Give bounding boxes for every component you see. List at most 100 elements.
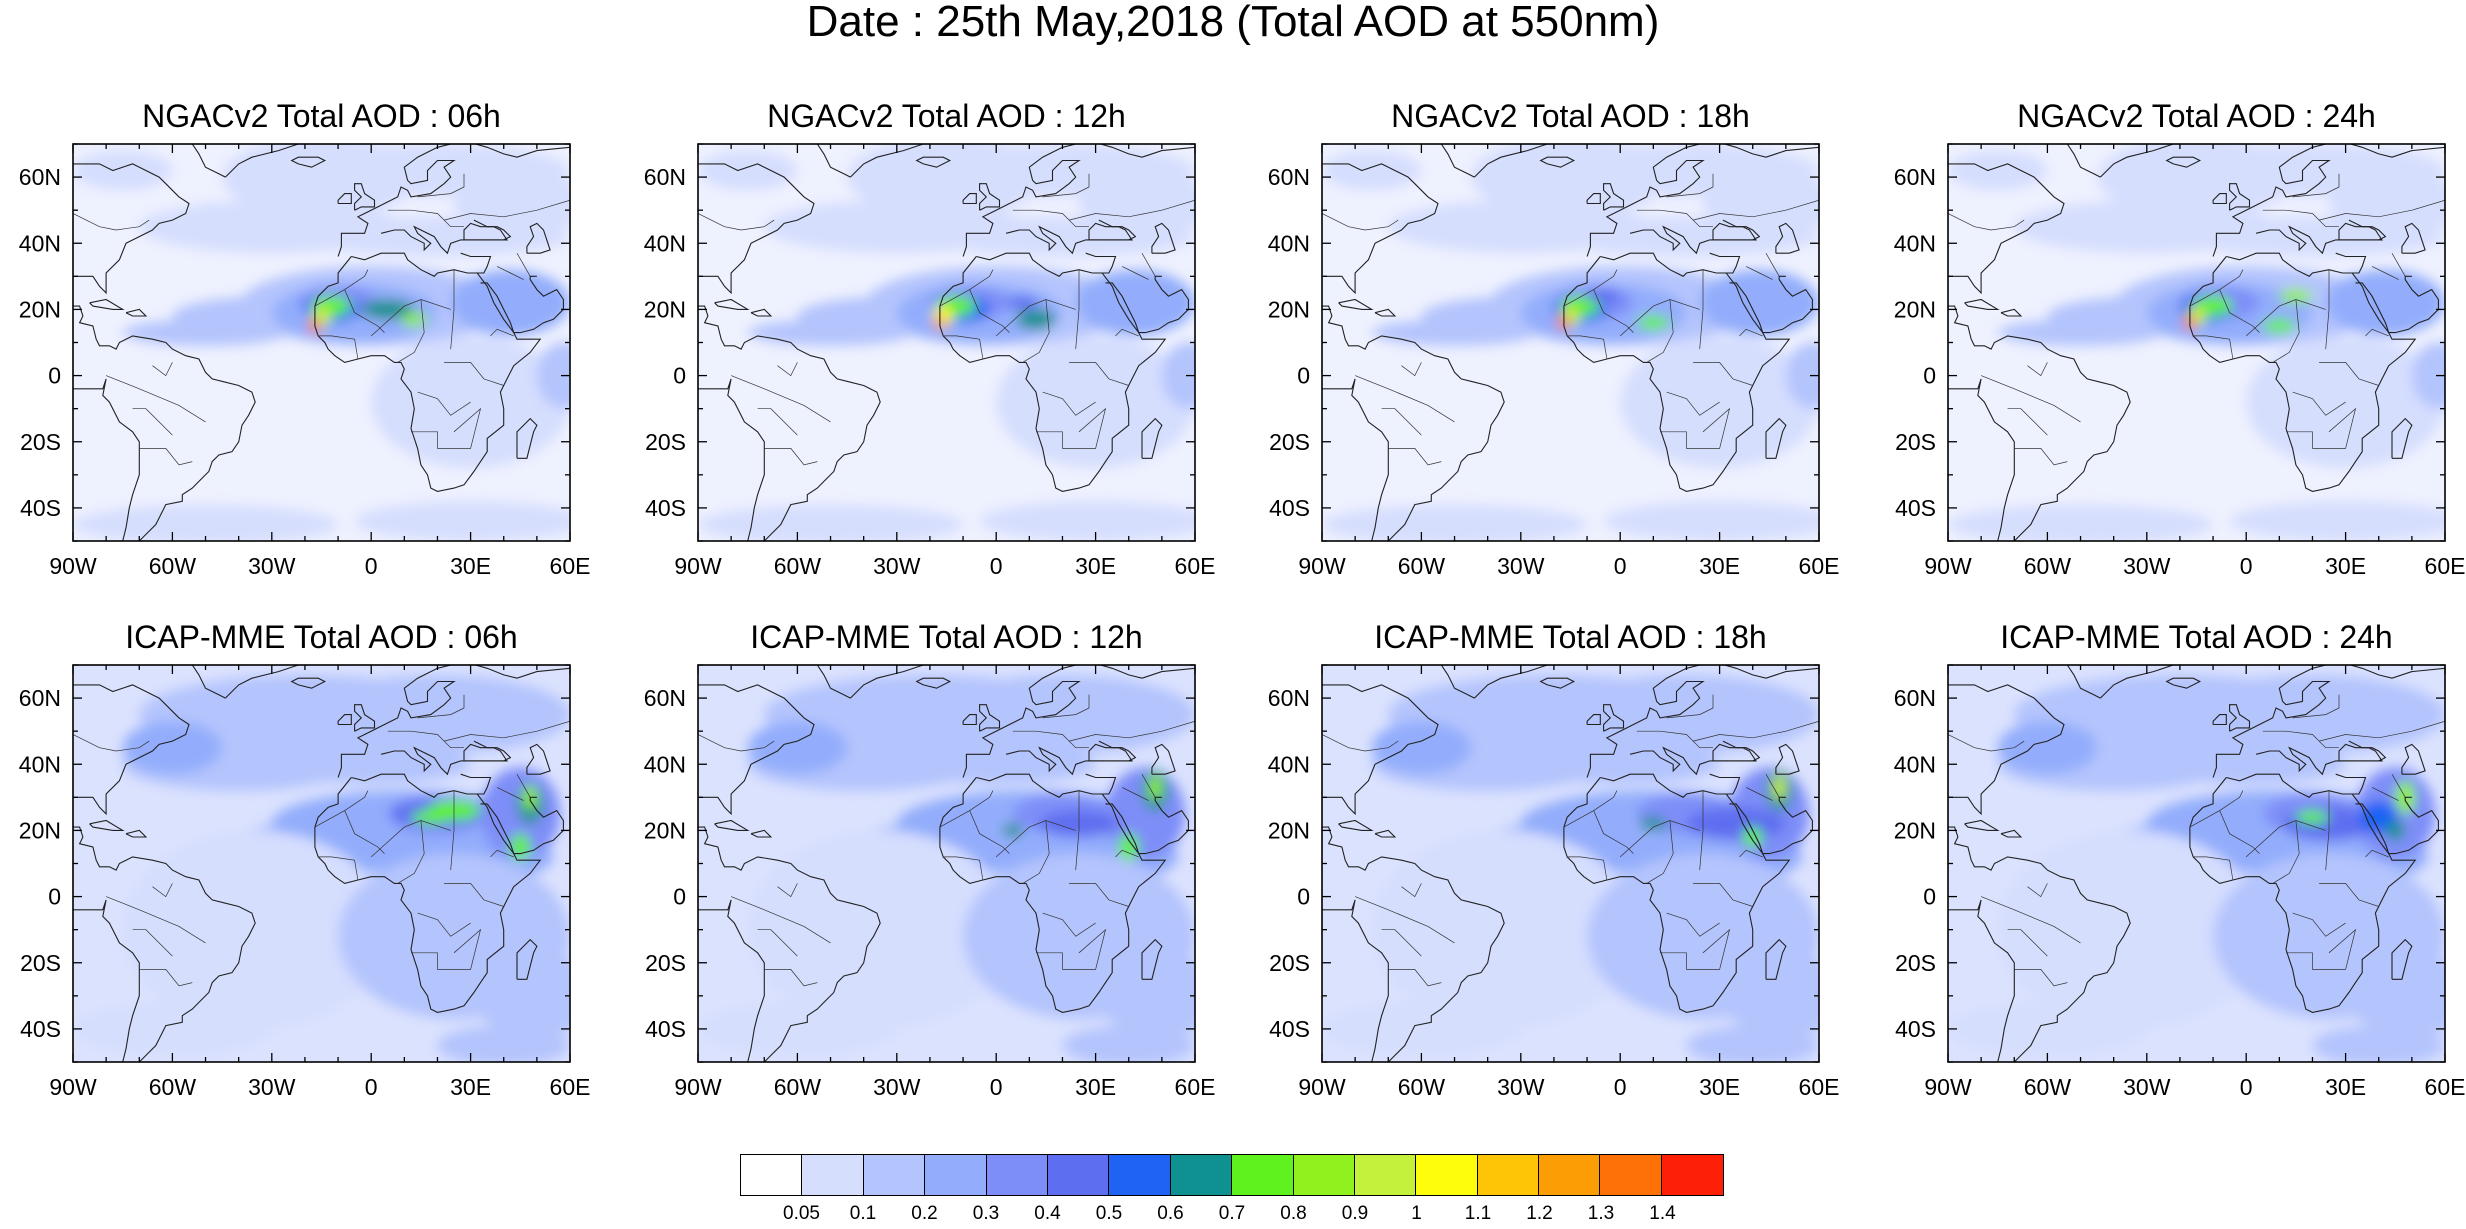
- lat-tick-label: 0: [1297, 363, 1310, 389]
- lat-tick-label: 20S: [1269, 429, 1310, 455]
- map-panel: 60N 40N 20N 0 20S 40S 90W 60W 30W 0 30E 60E ICAP-MME…: [1894, 619, 2466, 1100]
- lat-tick-label: 20S: [645, 950, 686, 976]
- lat-tick-label: 40N: [1268, 751, 1310, 777]
- lat-tick-label: 40N: [19, 230, 61, 256]
- lat-tick-label: 20N: [1894, 296, 1936, 322]
- aod-field: [698, 665, 1195, 1062]
- colorbar-label: 0.5: [1095, 1203, 1123, 1224]
- country-borders: [698, 173, 1195, 466]
- colorbar-box: [1661, 1155, 1724, 1195]
- colorbar-box: [1477, 1155, 1540, 1195]
- lon-tick-label: 90W: [1924, 553, 1972, 579]
- colorbar-label: 0.05: [783, 1203, 820, 1224]
- lat-tick-label: 40S: [1269, 495, 1310, 521]
- colorbar-box: [925, 1155, 987, 1195]
- lon-tick-label: 90W: [1924, 1074, 1972, 1100]
- lon-tick-label: 30E: [2325, 553, 2366, 579]
- colorbar: [740, 1154, 1725, 1196]
- aod-field: [1948, 144, 2445, 541]
- aod-field: [1948, 665, 2445, 1062]
- lon-tick-label: 60W: [2024, 553, 2072, 579]
- lat-tick-label: 20N: [644, 296, 686, 322]
- panel-title: NGACv2 Total AOD : 12h: [767, 98, 1126, 134]
- coastlines: [73, 144, 570, 541]
- aod-field: [73, 665, 570, 1062]
- lat-tick-label: 60N: [1894, 164, 1936, 190]
- lat-tick-label: 0: [1923, 363, 1936, 389]
- lat-tick-label: 60N: [1268, 685, 1310, 711]
- coastlines: [698, 144, 1195, 541]
- lat-tick-label: 0: [1923, 884, 1936, 910]
- lat-tick-label: 0: [673, 884, 686, 910]
- panel-title: ICAP-MME Total AOD : 18h: [1374, 619, 1766, 655]
- lon-tick-label: 90W: [1298, 1074, 1346, 1100]
- lon-tick-label: 90W: [674, 1074, 722, 1100]
- lon-tick-label: 30W: [248, 553, 296, 579]
- lon-tick-label: 60W: [1398, 1074, 1446, 1100]
- colorbar-box: [1109, 1155, 1171, 1195]
- map-panel: 60N 40N 20N 0 20S 40S 90W 60W 30W 0 30E 60E ICAP-MME…: [1268, 619, 1840, 1100]
- lat-tick-label: 20S: [20, 429, 61, 455]
- coastlines: [1322, 665, 1819, 1062]
- lon-tick-label: 60W: [774, 1074, 822, 1100]
- country-borders: [698, 694, 1195, 987]
- lat-tick-label: 0: [48, 363, 61, 389]
- lat-tick-label: 0: [673, 363, 686, 389]
- colorbar-box: [1539, 1155, 1601, 1195]
- lon-tick-label: 30E: [1075, 553, 1116, 579]
- lon-tick-label: 30W: [2123, 553, 2171, 579]
- map-panel: 60N 40N 20N 0 20S 40S 90W 60W 30W 0 30E 60E NGACv2 T…: [1894, 98, 2466, 579]
- map-panel: 60N 40N 20N 0 20S 40S 90W 60W 30W 0 30E 60E NGACv2 T…: [1268, 98, 1840, 579]
- colorbar-label: 0.6: [1157, 1203, 1184, 1224]
- lon-tick-label: 60E: [1799, 553, 1840, 579]
- colorbar-box: [1600, 1155, 1662, 1195]
- lat-tick-label: 40N: [1268, 230, 1310, 256]
- lon-tick-label: 0: [990, 553, 1003, 579]
- country-borders: [73, 173, 570, 466]
- colorbar-labels: 0.05 0.1 0.2 0.3 0.4 0.5 0.6 0.7 0.8 0.9 1 1.1 1.2 1.…: [740, 1203, 1724, 1229]
- lat-tick-label: 20S: [1895, 950, 1936, 976]
- lon-tick-label: 30W: [1497, 1074, 1545, 1100]
- colorbar-label: 1.2: [1526, 1203, 1553, 1224]
- figure-title: Date : 25th May,2018 (Total AOD at 550nm…: [806, 0, 1660, 46]
- lat-tick-label: 0: [48, 884, 61, 910]
- lon-tick-label: 30E: [1699, 1074, 1740, 1100]
- aod-field: [1322, 144, 1819, 541]
- lat-tick-label: 60N: [19, 685, 61, 711]
- lon-tick-label: 30W: [248, 1074, 296, 1100]
- lon-tick-label: 90W: [674, 553, 722, 579]
- lon-tick-label: 90W: [49, 553, 97, 579]
- lon-tick-label: 90W: [1298, 553, 1346, 579]
- lon-tick-label: 60E: [2425, 553, 2466, 579]
- lat-tick-label: 20N: [1268, 296, 1310, 322]
- panel-title: ICAP-MME Total AOD : 06h: [125, 619, 517, 655]
- coastlines: [1948, 144, 2445, 541]
- lon-tick-label: 30W: [2123, 1074, 2171, 1100]
- colorbar-label: 1.3: [1587, 1203, 1615, 1224]
- lat-tick-label: 40S: [645, 495, 686, 521]
- lat-tick-label: 60N: [644, 164, 686, 190]
- lat-tick-label: 40S: [20, 495, 61, 521]
- lat-tick-label: 40S: [1895, 1016, 1936, 1042]
- lon-tick-label: 60E: [2425, 1074, 2466, 1100]
- lat-tick-label: 60N: [1268, 164, 1310, 190]
- lat-tick-label: 20N: [644, 817, 686, 843]
- lat-tick-label: 40S: [645, 1016, 686, 1042]
- lon-tick-label: 90W: [49, 1074, 97, 1100]
- lat-tick-label: 40S: [20, 1016, 61, 1042]
- colorbar-box: [986, 1155, 1048, 1195]
- colorbar-label: 0.2: [911, 1203, 938, 1224]
- panel-title: NGACv2 Total AOD : 06h: [142, 98, 501, 134]
- country-borders: [1948, 694, 2445, 987]
- colorbar-box: [1416, 1155, 1478, 1195]
- lat-tick-label: 40S: [1895, 495, 1936, 521]
- lon-tick-label: 60E: [1175, 553, 1216, 579]
- lon-tick-label: 60W: [149, 1074, 197, 1100]
- colorbar-label: 0.8: [1280, 1203, 1307, 1224]
- lon-tick-label: 0: [2240, 553, 2253, 579]
- lat-tick-label: 20N: [1268, 817, 1310, 843]
- colorbar-box: [1170, 1155, 1233, 1195]
- lon-tick-label: 60W: [2024, 1074, 2072, 1100]
- lon-tick-label: 60E: [1799, 1074, 1840, 1100]
- lon-tick-label: 30W: [1497, 553, 1545, 579]
